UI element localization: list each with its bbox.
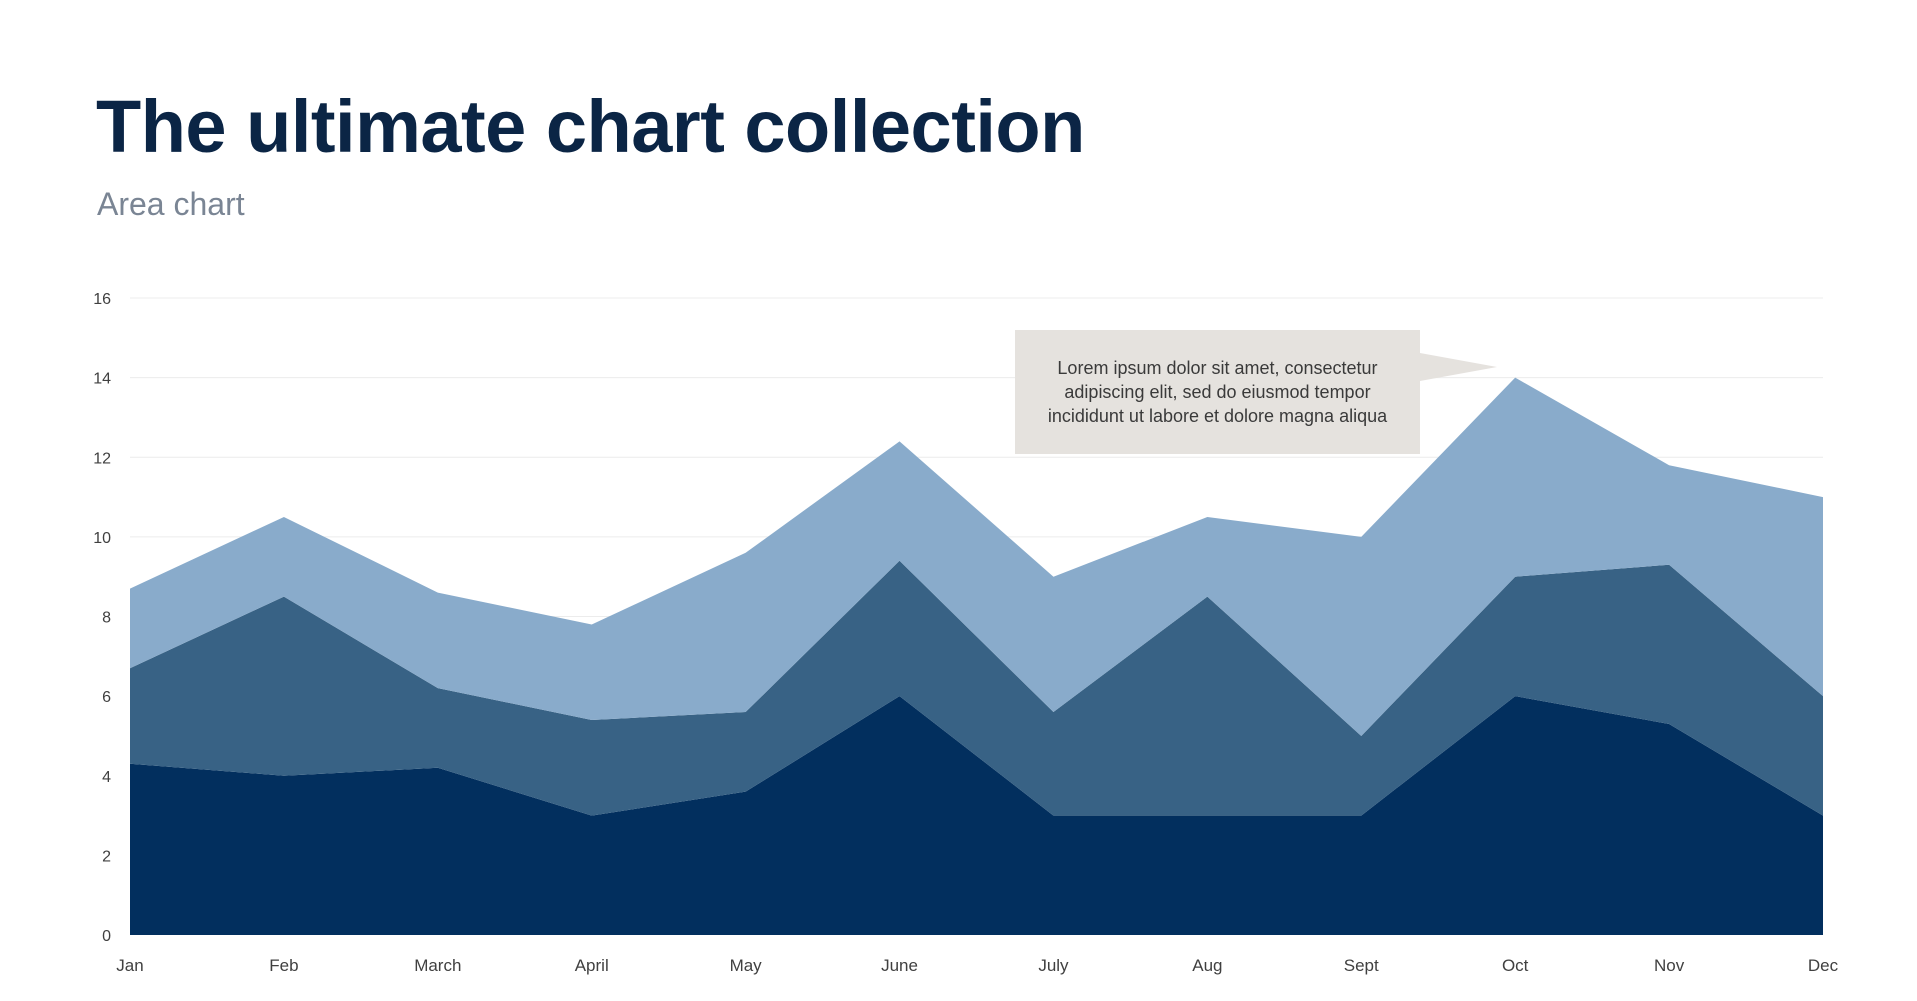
callout-text: Lorem ipsum dolor sit amet, consectetur …	[1047, 358, 1388, 426]
y-tick-label: 4	[102, 769, 111, 786]
area-series-1	[130, 696, 1823, 935]
x-tick-label: July	[1038, 956, 1069, 975]
x-tick-label: Jan	[116, 956, 143, 975]
y-tick-label: 0	[102, 928, 111, 945]
x-axis-ticks: Jan Feb March April May June July Aug Sept Oct Nov…	[116, 956, 1838, 975]
y-tick-label: 2	[102, 848, 111, 865]
x-tick-label: Dec	[1808, 956, 1839, 975]
page-title: The ultimate chart collection	[96, 85, 1085, 168]
area-series-2	[130, 560, 1823, 816]
y-tick-label: 14	[93, 371, 111, 388]
x-tick-label: Aug	[1192, 956, 1222, 975]
x-tick-label: April	[575, 956, 609, 975]
x-tick-label: Oct	[1502, 956, 1529, 975]
callout-box	[1015, 330, 1497, 454]
y-axis-ticks: 0 2 4 6 8 10 12 14 16	[93, 291, 111, 945]
y-tick-label: 10	[93, 530, 111, 547]
page-subtitle: Area chart	[97, 186, 245, 222]
y-tick-label: 6	[102, 689, 111, 706]
x-tick-label: Feb	[269, 956, 298, 975]
x-tick-label: June	[881, 956, 918, 975]
area-series-3	[130, 377, 1823, 736]
y-tick-label: 12	[93, 450, 111, 467]
y-tick-label: 8	[102, 610, 111, 627]
areas	[130, 377, 1823, 935]
callout-shape	[1015, 330, 1497, 454]
y-tick-label: 16	[93, 291, 111, 308]
x-tick-label: May	[730, 956, 763, 975]
x-tick-label: Nov	[1654, 956, 1685, 975]
x-tick-label: March	[414, 956, 461, 975]
x-tick-label: Sept	[1344, 956, 1379, 975]
